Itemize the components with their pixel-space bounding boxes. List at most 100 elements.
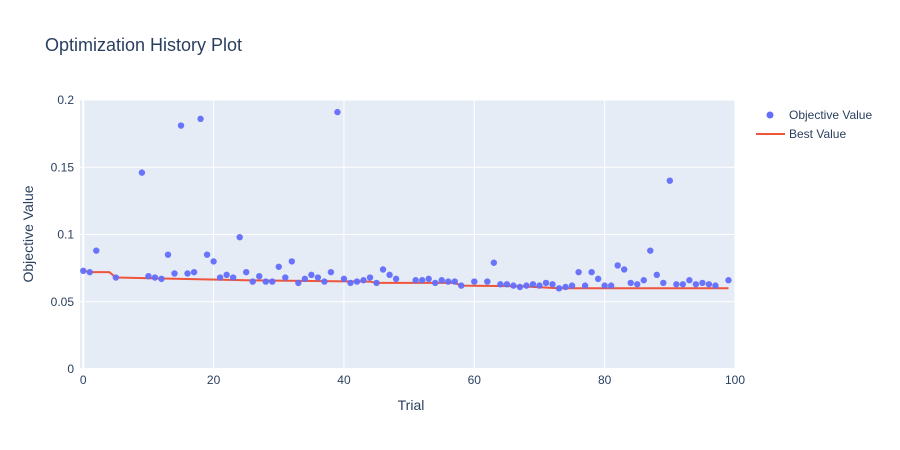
legend[interactable]: Objective Value Best Value bbox=[756, 108, 872, 141]
objective-value-point[interactable] bbox=[660, 279, 667, 287]
objective-value-point[interactable] bbox=[549, 281, 556, 288]
objective-value-point[interactable] bbox=[171, 270, 178, 277]
objective-value-point[interactable] bbox=[445, 278, 452, 285]
objective-value-point[interactable] bbox=[282, 274, 289, 281]
objective-value-point[interactable] bbox=[93, 247, 100, 254]
objective-value-point[interactable] bbox=[334, 108, 341, 116]
objective-value-point[interactable] bbox=[353, 278, 361, 285]
objective-value-point[interactable] bbox=[516, 283, 524, 291]
objective-value-point[interactable] bbox=[80, 267, 87, 275]
x-tick-label: 60 bbox=[468, 373, 482, 387]
objective-value-point[interactable] bbox=[647, 247, 654, 254]
objective-value-point[interactable] bbox=[640, 277, 647, 284]
objective-value-point[interactable] bbox=[262, 278, 269, 285]
objective-value-point[interactable] bbox=[686, 277, 693, 284]
objective-value-point[interactable] bbox=[510, 282, 517, 289]
objective-value-point[interactable] bbox=[242, 268, 250, 276]
objective-value-point[interactable] bbox=[366, 274, 374, 281]
objective-value-point[interactable] bbox=[203, 251, 211, 258]
objective-value-point[interactable] bbox=[458, 282, 465, 289]
objective-value-point[interactable] bbox=[197, 115, 204, 123]
objective-value-point[interactable] bbox=[601, 282, 608, 289]
objective-value-point[interactable] bbox=[164, 251, 172, 258]
objective-value-point[interactable] bbox=[321, 278, 328, 285]
objective-value-point[interactable] bbox=[360, 277, 367, 284]
objective-value-point[interactable] bbox=[236, 233, 243, 241]
objective-value-point[interactable] bbox=[145, 272, 152, 280]
legend-item-best-value[interactable]: Best Value bbox=[756, 127, 846, 141]
objective-value-point[interactable] bbox=[184, 270, 191, 277]
objective-value-point[interactable] bbox=[373, 279, 380, 287]
objective-value-point[interactable] bbox=[575, 268, 582, 276]
x-tick-label: 40 bbox=[337, 373, 351, 387]
objective-value-point[interactable] bbox=[151, 274, 159, 281]
objective-value-point[interactable] bbox=[314, 274, 322, 281]
objective-value-point[interactable] bbox=[392, 275, 400, 283]
objective-value-point[interactable] bbox=[275, 263, 282, 270]
objective-value-point[interactable] bbox=[158, 275, 165, 283]
objective-value-point[interactable] bbox=[471, 278, 478, 285]
objective-value-point[interactable] bbox=[347, 279, 354, 287]
objective-value-point[interactable] bbox=[288, 258, 296, 265]
objective-value-point[interactable] bbox=[490, 259, 498, 266]
objective-value-point[interactable] bbox=[562, 283, 569, 291]
legend-label-objective-value: Objective Value bbox=[789, 108, 872, 122]
objective-value-point[interactable] bbox=[607, 282, 615, 289]
objective-value-point[interactable] bbox=[229, 274, 237, 281]
objective-value-point[interactable] bbox=[327, 268, 335, 276]
objective-value-point[interactable] bbox=[621, 266, 628, 273]
objective-value-point[interactable] bbox=[536, 282, 543, 289]
objective-value-point[interactable] bbox=[301, 275, 309, 283]
objective-value-point[interactable] bbox=[86, 268, 93, 276]
objective-value-point[interactable] bbox=[634, 281, 641, 288]
objective-value-point[interactable] bbox=[223, 271, 230, 279]
objective-value-point[interactable] bbox=[269, 278, 276, 285]
objective-value-point[interactable] bbox=[588, 268, 595, 276]
objective-value-point[interactable] bbox=[542, 279, 550, 287]
objective-value-point[interactable] bbox=[425, 275, 432, 283]
objective-value-point[interactable] bbox=[555, 285, 563, 292]
objective-value-point[interactable] bbox=[177, 122, 185, 129]
objective-value-point[interactable] bbox=[673, 281, 680, 288]
objective-value-point[interactable] bbox=[249, 278, 256, 285]
objective-value-point[interactable] bbox=[529, 281, 537, 288]
objective-value-point[interactable] bbox=[503, 281, 511, 288]
objective-value-point[interactable] bbox=[138, 169, 146, 176]
objective-value-point[interactable] bbox=[523, 282, 530, 289]
objective-value-point[interactable] bbox=[614, 262, 621, 269]
objective-value-point[interactable] bbox=[308, 271, 315, 279]
objective-value-point[interactable] bbox=[438, 277, 445, 284]
objective-value-point[interactable] bbox=[190, 268, 198, 276]
objective-value-point[interactable] bbox=[216, 274, 224, 281]
objective-value-point[interactable] bbox=[379, 266, 387, 273]
objective-value-point[interactable] bbox=[112, 274, 120, 281]
objective-value-point[interactable] bbox=[653, 271, 660, 279]
objective-value-point[interactable] bbox=[497, 281, 504, 288]
objective-value-point[interactable] bbox=[699, 279, 706, 287]
objective-value-point[interactable] bbox=[256, 272, 263, 280]
objective-value-point[interactable] bbox=[725, 277, 732, 284]
objective-value-point[interactable] bbox=[594, 275, 602, 283]
objective-value-point[interactable] bbox=[692, 281, 700, 288]
objective-value-point[interactable] bbox=[666, 177, 674, 184]
objective-value-point[interactable] bbox=[295, 279, 302, 287]
objective-value-point[interactable] bbox=[705, 281, 713, 288]
objective-value-point[interactable] bbox=[210, 258, 217, 265]
objective-value-point[interactable] bbox=[451, 278, 458, 285]
objective-value-point[interactable] bbox=[431, 279, 439, 287]
x-axis-title: Trial bbox=[398, 397, 425, 413]
objective-value-point[interactable] bbox=[627, 279, 634, 287]
objective-value-point[interactable] bbox=[340, 275, 348, 283]
objective-value-point[interactable] bbox=[581, 282, 589, 289]
objective-value-point[interactable] bbox=[679, 281, 687, 288]
chart-title: Optimization History Plot bbox=[45, 35, 242, 55]
x-tick-label: 100 bbox=[725, 373, 745, 387]
objective-value-point[interactable] bbox=[412, 277, 419, 284]
legend-item-objective-value[interactable]: Objective Value bbox=[766, 108, 873, 122]
objective-value-point[interactable] bbox=[386, 271, 393, 279]
objective-value-point[interactable] bbox=[568, 282, 576, 289]
objective-value-point[interactable] bbox=[484, 278, 491, 285]
objective-value-point[interactable] bbox=[712, 282, 719, 289]
objective-value-point[interactable] bbox=[418, 277, 426, 284]
